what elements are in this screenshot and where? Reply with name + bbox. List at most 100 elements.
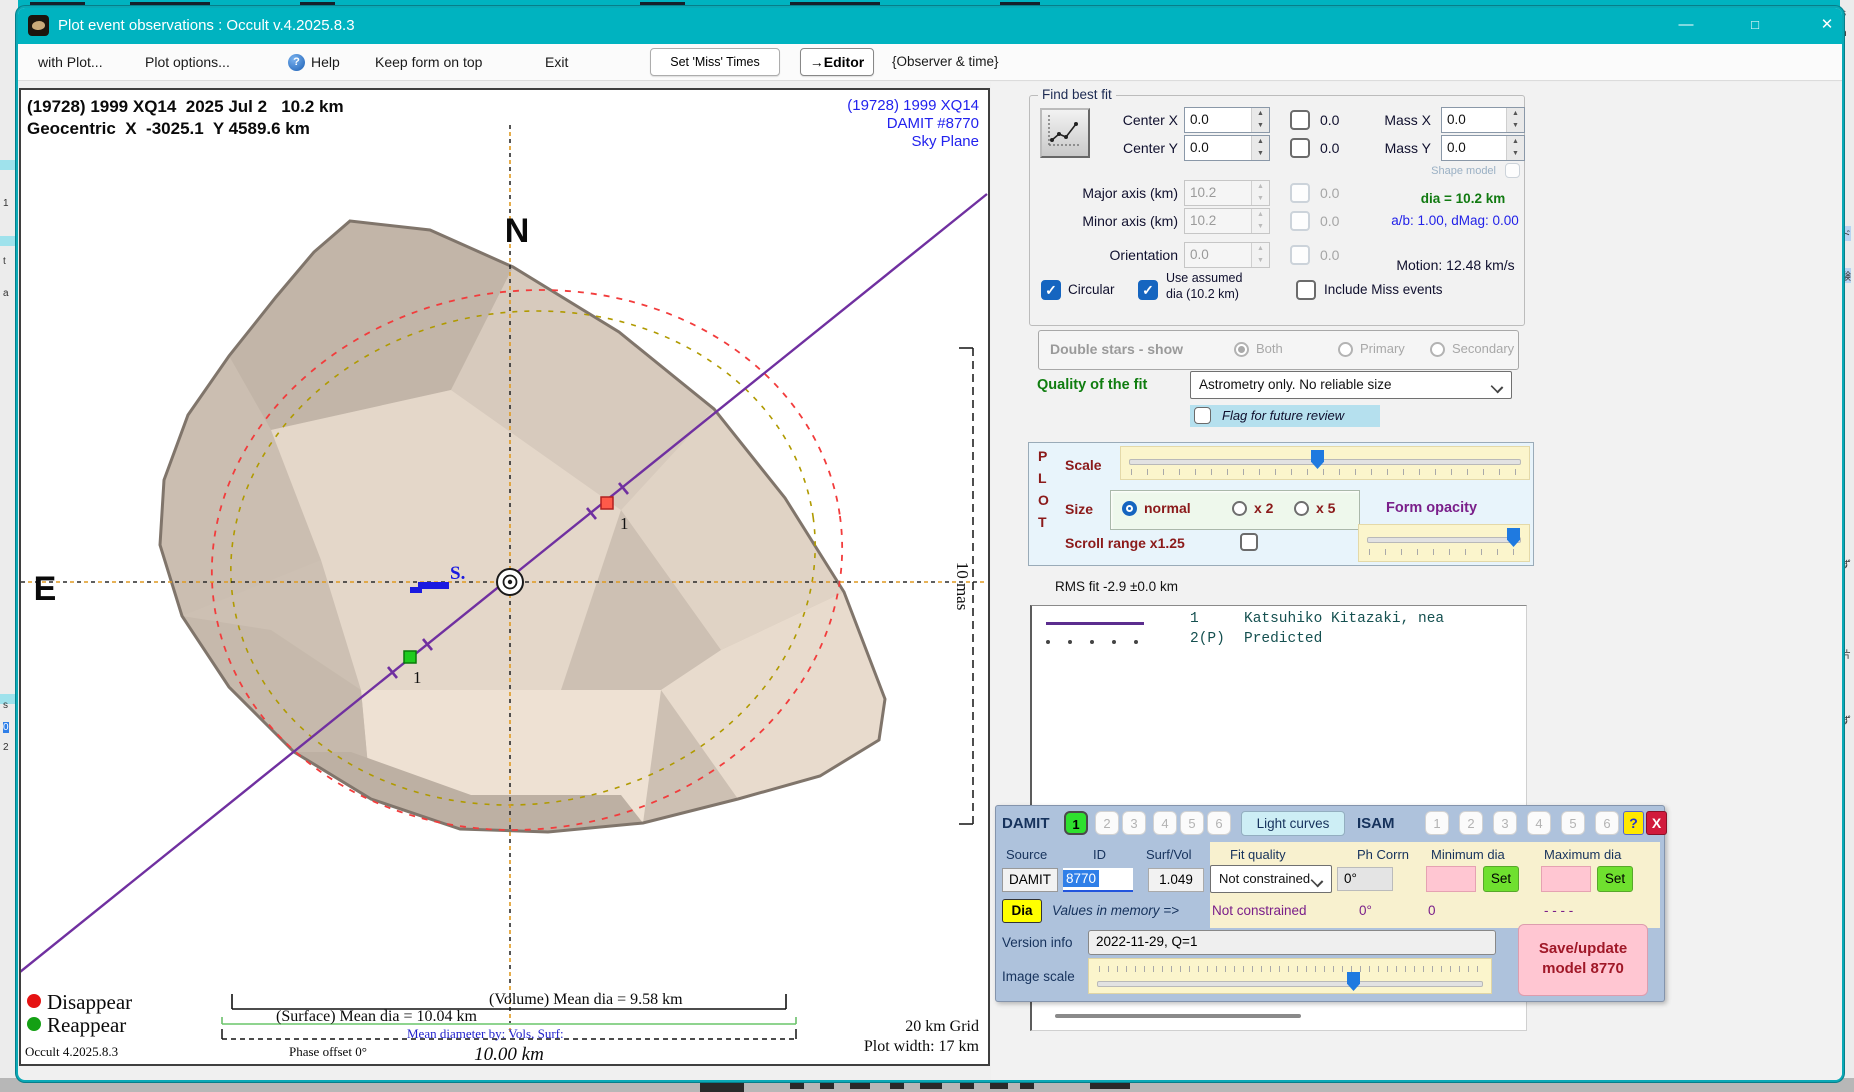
mass-x-spinner[interactable]: 0.0 ▲▼ bbox=[1441, 107, 1525, 133]
occult-version-label: Occult 4.2025.8.3 bbox=[25, 1044, 118, 1059]
use-assumed-label-line1: Use assumed bbox=[1166, 270, 1242, 286]
set-miss-times-button[interactable]: Set 'Miss' Times bbox=[650, 48, 780, 76]
damit-tab-3[interactable]: 3 bbox=[1122, 811, 1146, 835]
center-x-value[interactable]: 0.0 bbox=[1185, 108, 1251, 132]
image-scale-slider[interactable] bbox=[1088, 958, 1492, 994]
sky-plane-plot[interactable]: 10 mas 1 1 S. bbox=[19, 88, 990, 1066]
observer-time-button[interactable]: {Observer & time} bbox=[892, 44, 999, 80]
maximum-dia-field[interactable] bbox=[1541, 866, 1591, 892]
center-x-spinner[interactable]: 0.0 ▲▼ bbox=[1184, 107, 1270, 133]
minimum-dia-field[interactable] bbox=[1426, 866, 1476, 892]
light-curves-button[interactable]: Light curves bbox=[1241, 811, 1345, 836]
size-label: Size bbox=[1065, 496, 1093, 522]
id-value: 8770 bbox=[1063, 870, 1099, 887]
isam-tab-6[interactable]: 6 bbox=[1595, 811, 1619, 835]
mass-x-arrows[interactable]: ▲▼ bbox=[1506, 108, 1524, 132]
quality-combobox[interactable]: Astrometry only. No reliable size bbox=[1190, 371, 1512, 399]
scroll-range-checkbox[interactable] bbox=[1240, 533, 1258, 551]
minor-axis-checkbox bbox=[1290, 211, 1310, 231]
damit-tab-6[interactable]: 6 bbox=[1207, 811, 1231, 835]
save-update-button[interactable]: Save/update model 8770 bbox=[1518, 924, 1648, 996]
form-opacity-thumb[interactable] bbox=[1507, 528, 1520, 547]
isam-tab-3[interactable]: 3 bbox=[1493, 811, 1517, 835]
menu-exit[interactable]: Exit bbox=[545, 44, 568, 80]
center-y-arrows[interactable]: ▲▼ bbox=[1251, 136, 1269, 160]
damit-tab-5[interactable]: 5 bbox=[1180, 811, 1204, 835]
center-x-checkbox[interactable] bbox=[1290, 110, 1310, 130]
mass-y-arrows[interactable]: ▲▼ bbox=[1506, 136, 1524, 160]
east-label: E bbox=[34, 570, 57, 608]
horizontal-scrollbar-thumb[interactable] bbox=[1055, 1014, 1301, 1018]
ph-corrn-cell[interactable]: 0° bbox=[1337, 867, 1393, 891]
help-button[interactable]: ? bbox=[1623, 811, 1644, 835]
double-both-radio[interactable] bbox=[1234, 342, 1249, 357]
menu-help[interactable]: Help bbox=[311, 44, 340, 80]
version-info-label: Version info bbox=[1002, 932, 1073, 954]
memory-ph-corrn: 0° bbox=[1359, 900, 1372, 922]
isam-tab-5[interactable]: 5 bbox=[1561, 811, 1585, 835]
ab-dmag-text: a/b: 1.00, dMag: 0.00 bbox=[1370, 208, 1540, 234]
fit-quality-combobox[interactable]: Not constrained bbox=[1210, 865, 1332, 893]
scale-slider-thumb[interactable] bbox=[1311, 450, 1324, 469]
plot-svg: 10 mas 1 1 S. bbox=[21, 90, 988, 1064]
image-scale-thumb[interactable] bbox=[1347, 972, 1360, 991]
double-secondary-radio[interactable] bbox=[1430, 342, 1445, 357]
close-panel-button[interactable]: X bbox=[1646, 811, 1667, 835]
double-stars-title: Double stars - show bbox=[1050, 336, 1183, 362]
damit-tab-1[interactable]: 1 bbox=[1064, 811, 1088, 835]
set-min-button[interactable]: Set bbox=[1483, 866, 1519, 892]
values-in-memory-label: Values in memory => bbox=[1052, 900, 1179, 922]
damit-tab-2[interactable]: 2 bbox=[1095, 811, 1119, 835]
use-assumed-checkbox[interactable]: ✓ bbox=[1138, 280, 1158, 300]
size-normal-radio[interactable] bbox=[1122, 501, 1137, 516]
minimize-button[interactable]: — bbox=[1663, 8, 1709, 44]
orientation-arrows: ▲▼ bbox=[1251, 243, 1269, 267]
id-field[interactable]: 8770 bbox=[1063, 868, 1133, 892]
damit-tab-4[interactable]: 4 bbox=[1153, 811, 1177, 835]
dia-button[interactable]: Dia bbox=[1002, 899, 1042, 923]
size-x5-radio[interactable] bbox=[1294, 501, 1309, 516]
plot-letter-p: P bbox=[1038, 448, 1047, 464]
circular-checkbox[interactable]: ✓ bbox=[1041, 280, 1061, 300]
size-normal-label: normal bbox=[1144, 495, 1191, 521]
include-miss-checkbox[interactable] bbox=[1296, 280, 1316, 300]
editor-button[interactable]: →Editor bbox=[800, 48, 874, 76]
size-x2-radio[interactable] bbox=[1232, 501, 1247, 516]
header-maximum-dia: Maximum dia bbox=[1544, 846, 1621, 864]
orientation-aux: 0.0 bbox=[1320, 242, 1339, 268]
set-max-button[interactable]: Set bbox=[1597, 866, 1633, 892]
flag-review-checkbox[interactable] bbox=[1194, 407, 1211, 424]
orientation-checkbox bbox=[1290, 245, 1310, 265]
center-y-spinner[interactable]: 0.0 ▲▼ bbox=[1184, 135, 1270, 161]
version-info-field[interactable]: 2022-11-29, Q=1 bbox=[1088, 930, 1496, 955]
menu-keep-on-top[interactable]: Keep form on top bbox=[375, 44, 482, 80]
minor-axis-label: Minor axis (km) bbox=[1038, 208, 1178, 234]
mass-y-value[interactable]: 0.0 bbox=[1442, 136, 1506, 160]
scale-slider-groove bbox=[1129, 459, 1521, 465]
center-y-value[interactable]: 0.0 bbox=[1185, 136, 1251, 160]
menu-with-plot[interactable]: with Plot... bbox=[38, 44, 103, 80]
isam-tab-4[interactable]: 4 bbox=[1527, 811, 1551, 835]
menu-plot-options[interactable]: Plot options... bbox=[145, 44, 230, 80]
reappear-marker bbox=[404, 651, 416, 663]
mass-x-value[interactable]: 0.0 bbox=[1442, 108, 1506, 132]
maximize-button[interactable]: □ bbox=[1732, 8, 1778, 44]
bg-char: 2 bbox=[3, 742, 9, 753]
isam-tab-2[interactable]: 2 bbox=[1459, 811, 1483, 835]
isam-tab-1[interactable]: 1 bbox=[1425, 811, 1449, 835]
close-button[interactable]: ✕ bbox=[1804, 8, 1844, 44]
main-window: Plot event observations : Occult v.4.202… bbox=[16, 6, 1844, 1082]
mass-y-spinner[interactable]: 0.0 ▲▼ bbox=[1441, 135, 1525, 161]
scale-slider[interactable] bbox=[1120, 446, 1530, 480]
minor-axis-arrows: ▲▼ bbox=[1251, 209, 1269, 233]
double-primary-radio[interactable] bbox=[1338, 342, 1353, 357]
observer-row2-name[interactable]: Predicted bbox=[1244, 631, 1322, 647]
shape-model-checkbox[interactable] bbox=[1505, 163, 1520, 178]
title-bar[interactable]: Plot event observations : Occult v.4.202… bbox=[18, 8, 1842, 44]
observer-row1-name[interactable]: Katsuhiko Kitazaki, nea bbox=[1244, 611, 1444, 627]
orientation-spinner: 0.0 ▲▼ bbox=[1184, 242, 1270, 268]
center-x-arrows[interactable]: ▲▼ bbox=[1251, 108, 1269, 132]
mass-x-label: Mass X bbox=[1333, 107, 1431, 133]
center-y-checkbox[interactable] bbox=[1290, 138, 1310, 158]
form-opacity-slider[interactable] bbox=[1358, 524, 1530, 562]
